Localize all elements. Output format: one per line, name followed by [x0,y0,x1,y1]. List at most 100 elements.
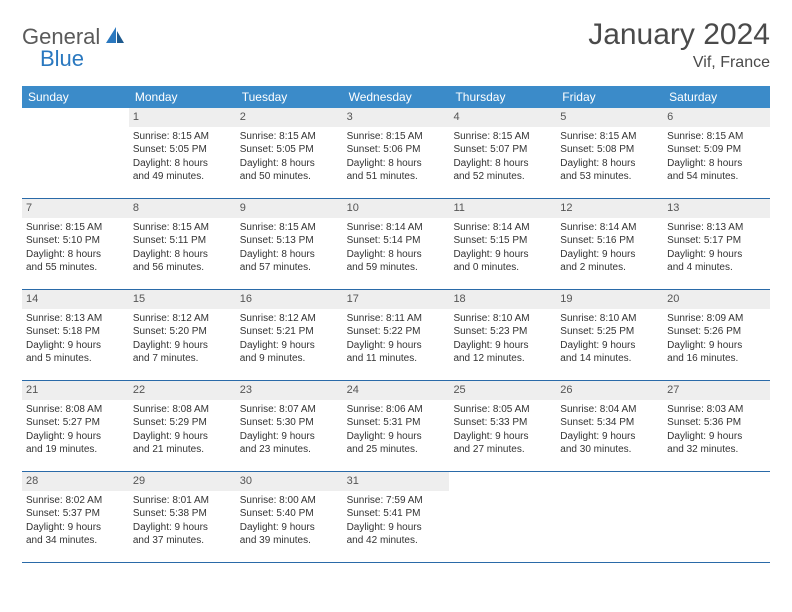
empty-cell [22,108,129,198]
day-body: Sunrise: 8:15 AMSunset: 5:05 PMDaylight:… [236,127,343,190]
sunset-text: Sunset: 5:10 PM [26,234,125,248]
day-cell: 25Sunrise: 8:05 AMSunset: 5:33 PMDayligh… [449,381,556,471]
daylight-text: Daylight: 9 hours [453,248,552,262]
day-cell: 7Sunrise: 8:15 AMSunset: 5:10 PMDaylight… [22,199,129,289]
sunrise-text: Sunrise: 8:00 AM [240,494,339,508]
location: Vif, France [588,54,770,72]
sunset-text: Sunset: 5:15 PM [453,234,552,248]
daylight-text: and 42 minutes. [347,534,446,548]
daylight-text: and 54 minutes. [667,170,766,184]
day-cell: 14Sunrise: 8:13 AMSunset: 5:18 PMDayligh… [22,290,129,380]
sunset-text: Sunset: 5:30 PM [240,416,339,430]
day-number: 20 [663,290,770,309]
calendar: SundayMondayTuesdayWednesdayThursdayFrid… [22,86,770,563]
sunrise-text: Sunrise: 8:12 AM [240,312,339,326]
day-cell: 3Sunrise: 8:15 AMSunset: 5:06 PMDaylight… [343,108,450,198]
day-body: Sunrise: 8:14 AMSunset: 5:16 PMDaylight:… [556,218,663,281]
day-cell: 6Sunrise: 8:15 AMSunset: 5:09 PMDaylight… [663,108,770,198]
sunset-text: Sunset: 5:05 PM [240,143,339,157]
day-body: Sunrise: 8:01 AMSunset: 5:38 PMDaylight:… [129,491,236,554]
day-cell: 16Sunrise: 8:12 AMSunset: 5:21 PMDayligh… [236,290,343,380]
day-number: 11 [449,199,556,218]
day-body: Sunrise: 8:10 AMSunset: 5:25 PMDaylight:… [556,309,663,372]
day-cell: 20Sunrise: 8:09 AMSunset: 5:26 PMDayligh… [663,290,770,380]
day-cell: 15Sunrise: 8:12 AMSunset: 5:20 PMDayligh… [129,290,236,380]
day-header: Tuesday [236,86,343,108]
day-number: 16 [236,290,343,309]
daylight-text: and 55 minutes. [26,261,125,275]
daylight-text: Daylight: 8 hours [560,157,659,171]
day-body: Sunrise: 8:15 AMSunset: 5:05 PMDaylight:… [129,127,236,190]
day-cell: 21Sunrise: 8:08 AMSunset: 5:27 PMDayligh… [22,381,129,471]
day-cell: 29Sunrise: 8:01 AMSunset: 5:38 PMDayligh… [129,472,236,562]
day-cell: 9Sunrise: 8:15 AMSunset: 5:13 PMDaylight… [236,199,343,289]
sunrise-text: Sunrise: 8:09 AM [667,312,766,326]
daylight-text: Daylight: 9 hours [26,430,125,444]
daylight-text: and 5 minutes. [26,352,125,366]
sunrise-text: Sunrise: 8:15 AM [667,130,766,144]
sunrise-text: Sunrise: 8:15 AM [26,221,125,235]
day-body: Sunrise: 8:07 AMSunset: 5:30 PMDaylight:… [236,400,343,463]
day-number: 7 [22,199,129,218]
daylight-text: Daylight: 8 hours [667,157,766,171]
sunset-text: Sunset: 5:16 PM [560,234,659,248]
daylight-text: Daylight: 9 hours [667,248,766,262]
daylight-text: and 53 minutes. [560,170,659,184]
day-cell: 12Sunrise: 8:14 AMSunset: 5:16 PMDayligh… [556,199,663,289]
daylight-text: and 23 minutes. [240,443,339,457]
day-cell: 26Sunrise: 8:04 AMSunset: 5:34 PMDayligh… [556,381,663,471]
sunset-text: Sunset: 5:21 PM [240,325,339,339]
sunrise-text: Sunrise: 8:05 AM [453,403,552,417]
week-row: 1Sunrise: 8:15 AMSunset: 5:05 PMDaylight… [22,108,770,199]
day-body: Sunrise: 8:14 AMSunset: 5:14 PMDaylight:… [343,218,450,281]
sunset-text: Sunset: 5:38 PM [133,507,232,521]
sunrise-text: Sunrise: 8:14 AM [347,221,446,235]
day-header: Sunday [22,86,129,108]
day-body: Sunrise: 8:15 AMSunset: 5:08 PMDaylight:… [556,127,663,190]
daylight-text: and 19 minutes. [26,443,125,457]
day-cell: 10Sunrise: 8:14 AMSunset: 5:14 PMDayligh… [343,199,450,289]
sunset-text: Sunset: 5:23 PM [453,325,552,339]
day-number: 29 [129,472,236,491]
day-number: 3 [343,108,450,127]
day-body: Sunrise: 7:59 AMSunset: 5:41 PMDaylight:… [343,491,450,554]
day-number: 24 [343,381,450,400]
day-number: 21 [22,381,129,400]
daylight-text: and 27 minutes. [453,443,552,457]
daylight-text: and 7 minutes. [133,352,232,366]
day-number: 22 [129,381,236,400]
daylight-text: Daylight: 9 hours [667,339,766,353]
day-number: 4 [449,108,556,127]
day-header-row: SundayMondayTuesdayWednesdayThursdayFrid… [22,86,770,108]
daylight-text: Daylight: 8 hours [240,248,339,262]
day-cell: 28Sunrise: 8:02 AMSunset: 5:37 PMDayligh… [22,472,129,562]
day-body: Sunrise: 8:12 AMSunset: 5:20 PMDaylight:… [129,309,236,372]
daylight-text: Daylight: 9 hours [133,521,232,535]
day-body: Sunrise: 8:00 AMSunset: 5:40 PMDaylight:… [236,491,343,554]
day-body: Sunrise: 8:15 AMSunset: 5:09 PMDaylight:… [663,127,770,190]
day-number: 23 [236,381,343,400]
day-body: Sunrise: 8:14 AMSunset: 5:15 PMDaylight:… [449,218,556,281]
day-number: 31 [343,472,450,491]
daylight-text: and 49 minutes. [133,170,232,184]
sunset-text: Sunset: 5:31 PM [347,416,446,430]
day-header: Friday [556,86,663,108]
daylight-text: and 25 minutes. [347,443,446,457]
sunrise-text: Sunrise: 8:15 AM [240,130,339,144]
week-row: 7Sunrise: 8:15 AMSunset: 5:10 PMDaylight… [22,199,770,290]
sunset-text: Sunset: 5:37 PM [26,507,125,521]
day-cell: 27Sunrise: 8:03 AMSunset: 5:36 PMDayligh… [663,381,770,471]
day-body: Sunrise: 8:15 AMSunset: 5:10 PMDaylight:… [22,218,129,281]
daylight-text: and 51 minutes. [347,170,446,184]
day-body: Sunrise: 8:11 AMSunset: 5:22 PMDaylight:… [343,309,450,372]
day-cell: 23Sunrise: 8:07 AMSunset: 5:30 PMDayligh… [236,381,343,471]
daylight-text: Daylight: 9 hours [560,430,659,444]
day-body: Sunrise: 8:10 AMSunset: 5:23 PMDaylight:… [449,309,556,372]
day-header: Monday [129,86,236,108]
day-cell: 30Sunrise: 8:00 AMSunset: 5:40 PMDayligh… [236,472,343,562]
day-body: Sunrise: 8:09 AMSunset: 5:26 PMDaylight:… [663,309,770,372]
sunrise-text: Sunrise: 8:15 AM [240,221,339,235]
daylight-text: and 37 minutes. [133,534,232,548]
daylight-text: Daylight: 9 hours [347,430,446,444]
sunrise-text: Sunrise: 8:03 AM [667,403,766,417]
